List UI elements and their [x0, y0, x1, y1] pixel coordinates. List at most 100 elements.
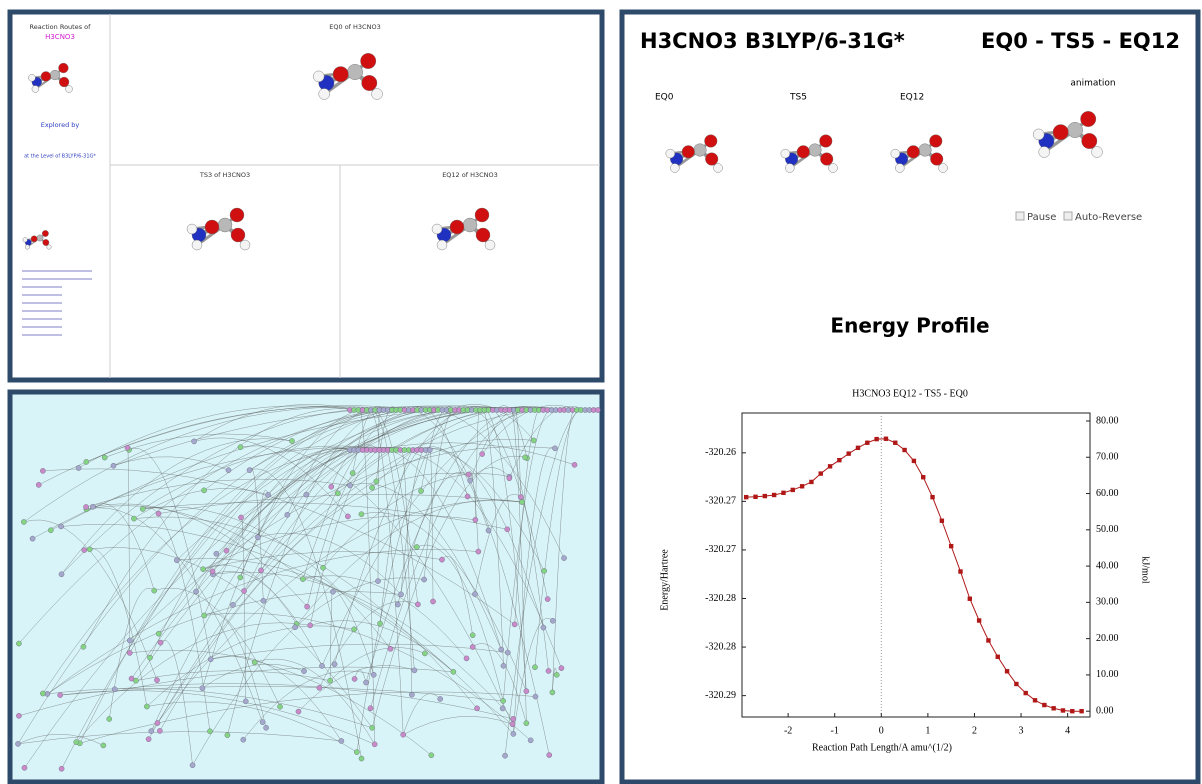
node	[504, 526, 511, 533]
edge	[310, 620, 454, 673]
node	[504, 649, 511, 656]
node	[260, 597, 267, 604]
edge	[157, 439, 534, 724]
node	[351, 626, 357, 633]
atom	[313, 70, 325, 83]
node	[154, 677, 160, 683]
node	[307, 622, 313, 629]
atom	[665, 148, 675, 159]
node	[437, 696, 444, 702]
node	[550, 617, 556, 624]
y-tick-label: -320.26	[705, 447, 736, 458]
edge	[294, 499, 523, 628]
atom	[819, 134, 833, 148]
node	[595, 407, 601, 413]
node	[80, 643, 87, 650]
node	[330, 588, 336, 595]
node	[502, 752, 508, 759]
edge	[212, 571, 323, 666]
checkbox[interactable]	[1015, 211, 1025, 221]
edge	[159, 473, 469, 732]
data-point	[762, 493, 768, 499]
data-point	[799, 484, 805, 489]
atom	[1067, 122, 1083, 138]
edge	[509, 406, 586, 479]
y-tick-label: -320.28	[705, 593, 736, 604]
edge	[47, 591, 402, 695]
atom	[693, 143, 707, 157]
node	[189, 762, 196, 769]
node	[58, 765, 65, 772]
structure-label: EQ0	[655, 93, 674, 103]
data-point	[995, 654, 1000, 659]
node	[479, 451, 485, 457]
node	[369, 725, 375, 731]
node	[358, 511, 365, 518]
node	[354, 749, 360, 755]
data-point	[743, 494, 749, 500]
node	[127, 637, 133, 644]
data-point	[958, 569, 963, 574]
edge	[18, 666, 454, 717]
node	[430, 598, 436, 605]
data-point	[1032, 698, 1038, 703]
explored-by: Explored by	[41, 121, 80, 129]
atom	[1091, 146, 1103, 158]
level: at the Level of B3LYP/6-31G*	[24, 154, 96, 160]
edge	[24, 408, 544, 768]
node	[394, 601, 401, 608]
edge	[135, 670, 331, 681]
data-point	[883, 436, 889, 441]
x-tick-label: -1	[831, 725, 839, 736]
edge	[472, 643, 527, 724]
edge	[86, 405, 422, 463]
checkbox[interactable]	[1063, 211, 1073, 221]
edge	[421, 448, 544, 628]
node	[207, 728, 213, 735]
data-point	[930, 494, 935, 500]
atom	[1052, 124, 1069, 141]
edge	[416, 544, 504, 701]
node	[540, 624, 547, 631]
data-point	[976, 618, 982, 623]
atom	[930, 152, 944, 166]
node	[126, 650, 133, 656]
y2-tick-label: 40.00	[1096, 560, 1119, 571]
data-point	[967, 596, 973, 601]
node	[387, 646, 394, 652]
node	[541, 568, 547, 574]
node	[101, 454, 108, 461]
x-tick-label: -2	[784, 725, 792, 736]
node	[421, 576, 427, 583]
node	[511, 621, 518, 628]
atom	[1032, 128, 1045, 141]
edge	[397, 472, 469, 605]
data-point	[809, 479, 814, 485]
edge	[354, 669, 367, 683]
atom	[906, 145, 920, 159]
node	[304, 603, 310, 610]
edge	[146, 701, 357, 753]
node	[517, 494, 524, 500]
edge	[151, 500, 523, 732]
node	[499, 705, 506, 712]
cell-title: EQ12 of H3CNO3	[442, 171, 498, 179]
edge	[114, 683, 514, 720]
edge	[17, 731, 342, 745]
routes-panel	[7, 9, 605, 383]
y-axis-label: Energy/Hartree	[659, 549, 670, 611]
node	[223, 547, 230, 554]
atom	[1081, 133, 1098, 149]
node	[277, 703, 283, 710]
node	[510, 716, 517, 722]
atom	[785, 163, 795, 173]
node	[467, 477, 473, 484]
edge	[337, 406, 565, 494]
edge	[408, 406, 468, 497]
node	[363, 679, 369, 686]
y2-tick-label: 0.00	[1096, 705, 1114, 716]
node	[15, 741, 21, 747]
node	[509, 721, 516, 728]
data-point	[865, 440, 870, 445]
